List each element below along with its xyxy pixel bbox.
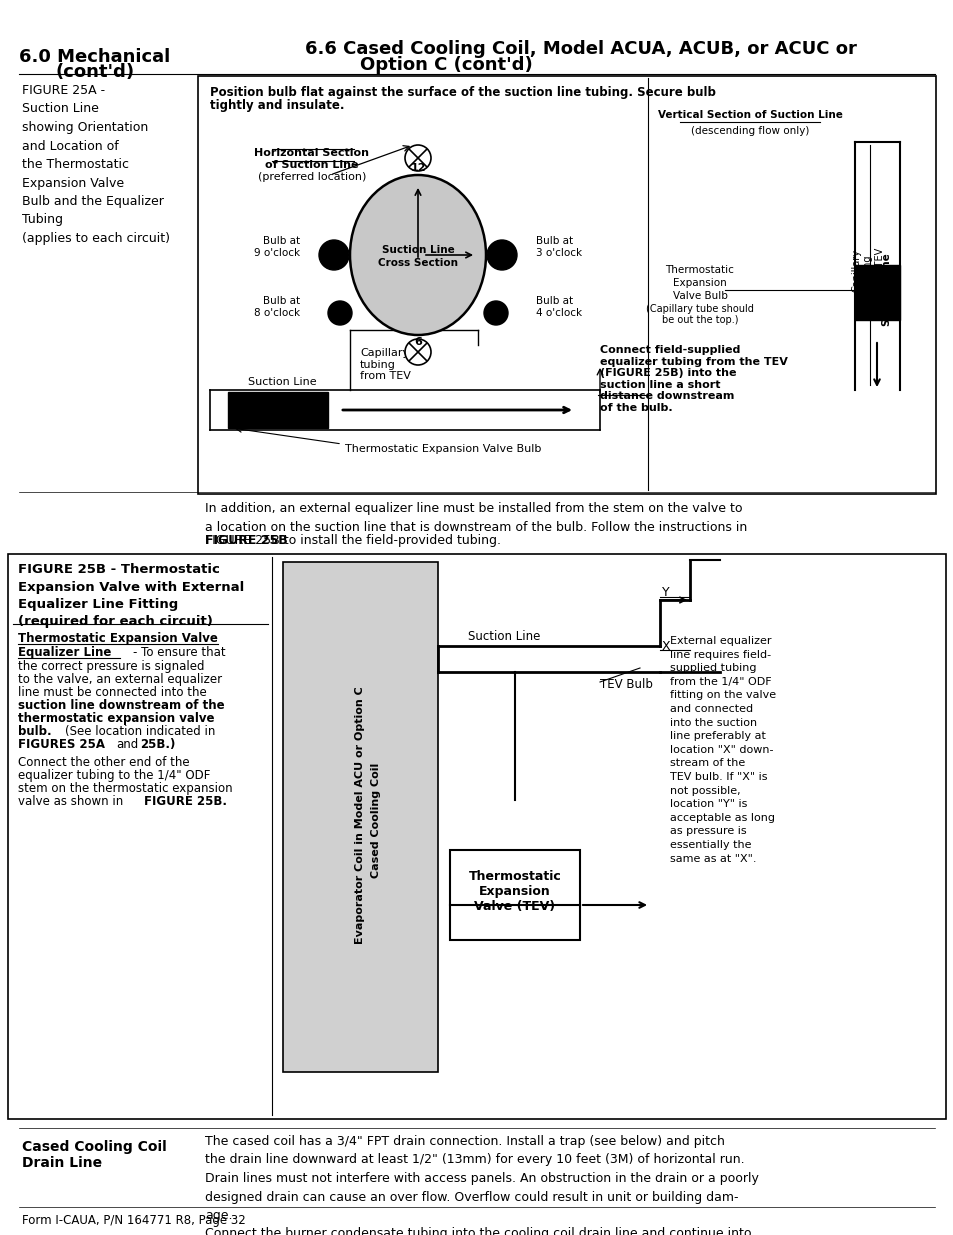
- Text: (Capillary tube should: (Capillary tube should: [645, 304, 753, 314]
- Text: Vertical Section of Suction Line: Vertical Section of Suction Line: [657, 110, 841, 120]
- Text: - To ensure that: - To ensure that: [132, 646, 226, 659]
- Text: Position bulb flat against the surface of the suction line tubing. Secure bulb: Position bulb flat against the surface o…: [210, 86, 715, 99]
- Text: 6.6 Cased Cooling Coil, Model ACUA, ACUB, or ACUC or: 6.6 Cased Cooling Coil, Model ACUA, ACUB…: [305, 40, 856, 58]
- Text: Bulb at
9 o'clock: Bulb at 9 o'clock: [253, 236, 299, 258]
- Bar: [198, 77, 935, 494]
- Text: Cross Section: Cross Section: [377, 258, 457, 268]
- Text: suction line downstream of the: suction line downstream of the: [18, 699, 224, 713]
- Text: The cased coil has a 3/4" FPT drain connection. Install a trap (see below) and p: The cased coil has a 3/4" FPT drain conn…: [205, 1135, 758, 1235]
- Text: be out the top.): be out the top.): [661, 315, 738, 325]
- Text: line must be connected into the: line must be connected into the: [18, 685, 207, 699]
- Text: FIGURES 25A: FIGURES 25A: [18, 739, 105, 751]
- Text: tightly and insulate.: tightly and insulate.: [210, 99, 344, 112]
- Text: to the valve, an external equalizer: to the valve, an external equalizer: [18, 673, 222, 685]
- Text: 6: 6: [414, 337, 421, 347]
- Text: Thermostatic Expansion Valve Bulb: Thermostatic Expansion Valve Bulb: [345, 445, 540, 454]
- Text: (preferred location): (preferred location): [257, 172, 366, 182]
- Text: of Suction Line: of Suction Line: [265, 161, 358, 170]
- Text: FIGURE 25B: FIGURE 25B: [205, 534, 288, 547]
- Text: FIGURE 25B - Thermostatic
Expansion Valve with External
Equalizer Line Fitting
(: FIGURE 25B - Thermostatic Expansion Valv…: [18, 563, 244, 629]
- Text: equalizer tubing to the 1/4" ODF: equalizer tubing to the 1/4" ODF: [18, 769, 211, 782]
- Text: Valve Bulb: Valve Bulb: [672, 291, 727, 301]
- Circle shape: [328, 301, 352, 325]
- Text: External equalizer
line requires field-
supplied tubing
from the 1/4" ODF
fittin: External equalizer line requires field- …: [669, 636, 776, 863]
- Text: FIGURE 25B.: FIGURE 25B.: [144, 795, 227, 808]
- Text: Form I-CAUA, P/N 164771 R8, Page 32: Form I-CAUA, P/N 164771 R8, Page 32: [22, 1214, 246, 1228]
- Circle shape: [405, 338, 431, 366]
- Text: FIGURE 25B to install the field-provided tubing.: FIGURE 25B to install the field-provided…: [205, 534, 500, 547]
- Bar: [283, 562, 437, 1072]
- Text: FIGURE 25A -
Suction Line
showing Orientation
and Location of
the Thermostatic
E: FIGURE 25A - Suction Line showing Orient…: [22, 84, 170, 245]
- Bar: [450, 850, 579, 940]
- Text: Thermostatic Expansion Valve: Thermostatic Expansion Valve: [18, 632, 217, 645]
- Text: Expansion: Expansion: [673, 278, 726, 288]
- Text: Connect the other end of the: Connect the other end of the: [18, 756, 190, 769]
- Text: Bulb at
3 o'clock: Bulb at 3 o'clock: [536, 236, 581, 258]
- Text: 3: 3: [489, 252, 497, 262]
- Text: 25B.): 25B.): [140, 739, 175, 751]
- Bar: [8, 555, 945, 1119]
- Text: stem on the thermostatic expansion: stem on the thermostatic expansion: [18, 782, 233, 795]
- Text: TEV Bulb: TEV Bulb: [599, 678, 652, 692]
- Text: Connect field-supplied
equalizer tubing from the TEV
(FIGURE 25B) into the
sucti: Connect field-supplied equalizer tubing …: [599, 345, 787, 412]
- Text: Bulb at
4 o'clock: Bulb at 4 o'clock: [536, 296, 581, 317]
- Text: X: X: [661, 641, 670, 653]
- Text: (descending flow only): (descending flow only): [690, 126, 808, 136]
- Text: Option C (cont'd): Option C (cont'd): [359, 56, 532, 74]
- Circle shape: [483, 301, 507, 325]
- Text: (See location indicated in: (See location indicated in: [65, 725, 215, 739]
- Text: and: and: [116, 739, 138, 751]
- Text: Capillary
tubing
from TEV: Capillary tubing from TEV: [850, 248, 883, 293]
- Text: Suction Line: Suction Line: [248, 377, 316, 387]
- Text: Suction Line: Suction Line: [882, 253, 891, 326]
- Text: 9: 9: [338, 252, 347, 262]
- Text: In addition, an external equalizer line must be installed from the stem on the v: In addition, an external equalizer line …: [205, 501, 746, 534]
- Ellipse shape: [350, 175, 485, 335]
- Text: Y: Y: [661, 587, 669, 599]
- Text: 6.0 Mechanical: 6.0 Mechanical: [19, 48, 171, 65]
- Text: Cased Cooling Coil
Drain Line: Cased Cooling Coil Drain Line: [22, 1140, 167, 1171]
- Text: valve as shown in: valve as shown in: [18, 795, 123, 808]
- Text: 12: 12: [410, 163, 425, 173]
- Bar: [854, 266, 899, 320]
- Text: Evaporator Coil in Model ACU or Option C: Evaporator Coil in Model ACU or Option C: [355, 687, 365, 944]
- Text: bulb.: bulb.: [18, 725, 51, 739]
- Bar: [228, 391, 328, 429]
- Text: Horizontal Section: Horizontal Section: [254, 148, 369, 158]
- Text: (cont'd): (cont'd): [55, 63, 134, 82]
- Text: Bulb at
8 o'clock: Bulb at 8 o'clock: [253, 296, 299, 317]
- Circle shape: [486, 240, 517, 270]
- Text: the correct pressure is signaled: the correct pressure is signaled: [18, 659, 204, 673]
- Circle shape: [405, 144, 431, 170]
- Text: Equalizer Line: Equalizer Line: [18, 646, 112, 659]
- Text: Thermostatic
Expansion
Valve (TEV): Thermostatic Expansion Valve (TEV): [468, 869, 560, 913]
- Text: Cased Cooling Coil: Cased Cooling Coil: [371, 762, 380, 878]
- Text: thermostatic expansion valve: thermostatic expansion valve: [18, 713, 214, 725]
- Text: Suction Line: Suction Line: [468, 630, 539, 642]
- Text: Suction Line: Suction Line: [381, 245, 454, 254]
- Text: Thermostatic: Thermostatic: [665, 266, 734, 275]
- Circle shape: [318, 240, 349, 270]
- Text: Capillary
tubing
from TEV: Capillary tubing from TEV: [359, 348, 411, 382]
